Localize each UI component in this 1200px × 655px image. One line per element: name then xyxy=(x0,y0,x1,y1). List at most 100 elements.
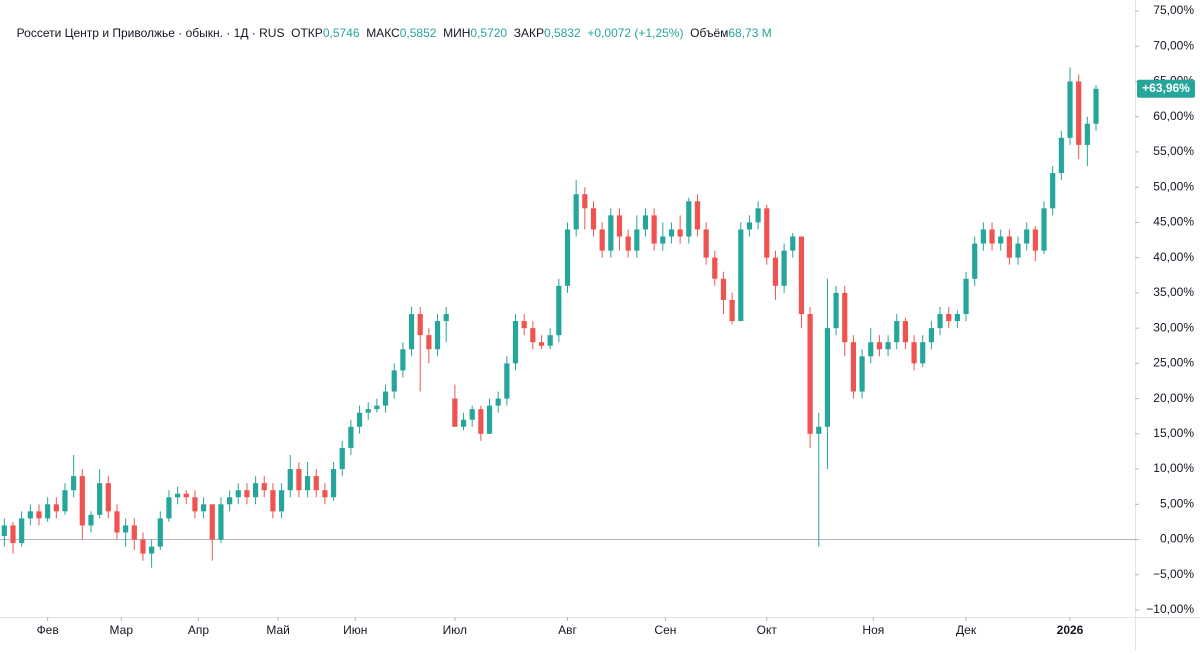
x-tick-label: Мар xyxy=(110,623,134,637)
x-tick-label: Авг xyxy=(558,623,577,637)
stats: ОТКР0,5746 МАКС0,5852 МИН0,5720 ЗАКР0,58… xyxy=(284,26,581,40)
candle-body xyxy=(512,321,519,364)
candle-body xyxy=(1067,81,1073,138)
candle-body xyxy=(989,229,995,244)
candle-body xyxy=(313,476,319,491)
candle-body xyxy=(426,335,432,350)
candle-body xyxy=(19,518,25,544)
candle-body xyxy=(443,314,449,322)
candle-body xyxy=(356,412,363,427)
candle-body xyxy=(642,215,649,230)
candle-body xyxy=(469,409,475,420)
y-tick-label: 25,00% xyxy=(1153,356,1194,370)
candle-body xyxy=(1076,81,1082,145)
candle-body xyxy=(668,229,675,237)
candle-body xyxy=(972,243,978,279)
candle-body xyxy=(556,285,562,336)
candle-body xyxy=(495,398,501,406)
candle-body xyxy=(660,236,666,244)
candle-body xyxy=(781,250,787,286)
x-tick-label: Окт xyxy=(757,623,778,637)
y-tick-label: 75,00% xyxy=(1153,3,1194,17)
candle-body xyxy=(859,356,865,392)
candle-body xyxy=(764,208,770,258)
candle-body xyxy=(755,208,761,223)
candle-body xyxy=(218,504,224,540)
x-tick-label: Дек xyxy=(956,623,977,637)
candle-body xyxy=(105,483,111,512)
candle-body xyxy=(885,342,891,350)
candle-body xyxy=(1084,123,1090,145)
candle-body xyxy=(521,321,527,329)
candle-body xyxy=(590,208,597,230)
candle-body xyxy=(694,201,701,230)
candle-body xyxy=(772,257,779,286)
y-tick-label: 10,00% xyxy=(1153,461,1194,475)
y-tick-label: 70,00% xyxy=(1153,38,1194,52)
candle-body xyxy=(1050,173,1056,209)
candle-body xyxy=(712,257,718,279)
x-tick-label: Ноя xyxy=(862,623,884,637)
stat-label: МАКС xyxy=(366,26,400,40)
candle-body xyxy=(149,546,155,554)
stat-label: МИН xyxy=(443,26,471,40)
candle-body xyxy=(88,514,94,526)
candle-body xyxy=(183,493,189,498)
candle-body xyxy=(261,483,267,491)
y-tick-label: 30,00% xyxy=(1153,320,1194,334)
candle-body xyxy=(114,511,120,533)
candle-body xyxy=(227,497,233,505)
candle-body xyxy=(920,342,926,364)
candle-body xyxy=(504,363,510,399)
candle-body xyxy=(140,539,146,554)
candle-body xyxy=(634,229,640,251)
y-tick-label: 60,00% xyxy=(1153,109,1194,123)
candle-body xyxy=(850,342,857,392)
candle-body xyxy=(417,314,423,336)
candle-body xyxy=(1093,88,1099,124)
candle-body xyxy=(382,391,389,406)
candle-body xyxy=(391,370,397,392)
candle-body xyxy=(833,292,839,329)
candle-body xyxy=(1032,229,1038,251)
candle-body xyxy=(36,511,42,519)
candle-body xyxy=(538,342,545,346)
candle-body xyxy=(998,236,1004,244)
candle-body xyxy=(937,314,943,329)
candle-body xyxy=(729,299,735,322)
candle-body xyxy=(192,497,198,512)
candle-body xyxy=(209,504,215,540)
stat-value: 0,5832 xyxy=(544,26,581,40)
candle-body xyxy=(720,278,727,300)
candle-body xyxy=(1041,208,1047,251)
candle-body xyxy=(946,314,952,322)
candle-body xyxy=(166,497,172,519)
y-tick-label: 20,00% xyxy=(1153,391,1194,405)
candle-body xyxy=(478,409,484,434)
candle-body xyxy=(746,222,753,230)
candle-body xyxy=(62,490,68,512)
y-tick-label: 55,00% xyxy=(1153,144,1194,158)
x-tick-label: Фев xyxy=(37,623,59,637)
candle-body xyxy=(790,236,796,251)
candle-body xyxy=(807,314,813,434)
last-value-tag xyxy=(1137,79,1195,98)
symbol: Россети Центр и Приволжье · обыкн. · 1Д … xyxy=(16,26,285,40)
candle-body xyxy=(677,229,683,237)
candle-body xyxy=(842,292,848,343)
candle-body xyxy=(131,525,137,540)
volume: 68,73 M xyxy=(728,26,772,40)
x-tick-label: Апр xyxy=(188,623,210,637)
candle-body xyxy=(452,398,458,427)
candle-body xyxy=(824,328,831,427)
candle-body xyxy=(954,314,960,322)
candle-body xyxy=(374,405,380,410)
candle-body xyxy=(460,419,467,427)
x-tick-label: 2026 xyxy=(1057,623,1084,637)
candle-body xyxy=(486,405,493,434)
y-tick-label: 50,00% xyxy=(1153,179,1194,193)
candle-body xyxy=(902,321,908,343)
candle-body xyxy=(45,504,51,519)
candle-body xyxy=(928,328,934,343)
